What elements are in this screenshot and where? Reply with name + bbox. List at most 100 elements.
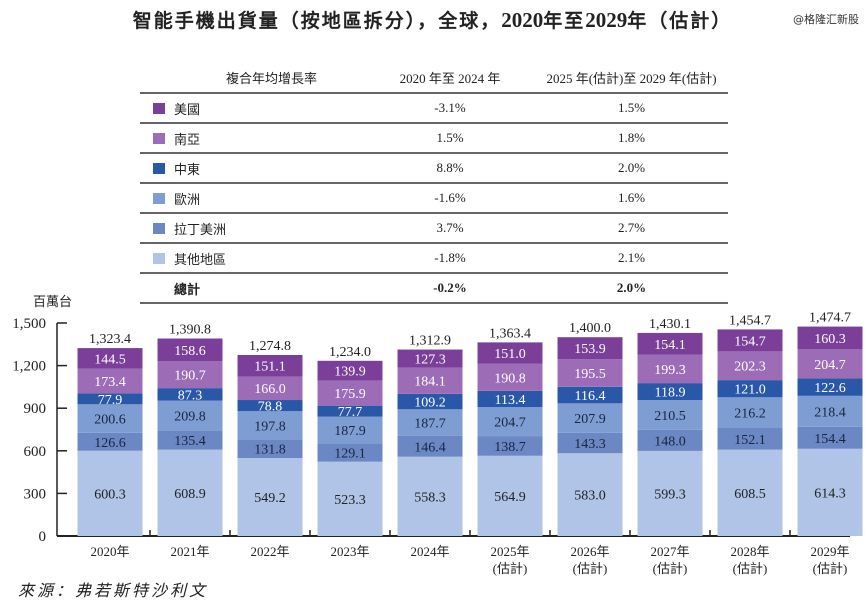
data-label: 204.7 — [494, 416, 526, 431]
data-label: 143.3 — [574, 437, 606, 452]
bar-segment — [77, 450, 143, 536]
data-label: 122.6 — [814, 381, 846, 396]
bar-segment — [237, 439, 303, 459]
x-tick-label: 2020年 — [90, 544, 129, 559]
region-label: 南亞 — [174, 132, 201, 148]
data-label: 153.9 — [574, 342, 606, 357]
data-label: 77.9 — [98, 393, 123, 408]
bar-segment — [157, 388, 223, 401]
x-tick-label: 2025年 — [490, 544, 529, 559]
bar-segment — [317, 380, 383, 406]
cagr-table: 複合年均增長率 2020 年至 2024 年 2025 年(估計)至 2029 … — [140, 62, 728, 304]
cagr-header-row: 複合年均增長率 2020 年至 2024 年 2025 年(估計)至 2029 … — [140, 62, 728, 92]
cagr-2025-2029: 2.0% — [617, 160, 646, 175]
x-tick-sublabel: (估計) — [733, 561, 768, 576]
data-label: 151.1 — [254, 360, 286, 375]
cagr-total-col2: 2.0% — [616, 280, 647, 295]
region-label: 歐洲 — [174, 192, 201, 208]
total-label: 1,363.4 — [489, 326, 531, 341]
bar-segment — [557, 453, 623, 536]
title-start-year: 2020 — [501, 8, 544, 32]
bar-segment — [317, 360, 383, 381]
bar-segment — [797, 426, 863, 449]
data-label: 146.4 — [414, 440, 446, 455]
data-label: 151.0 — [494, 347, 526, 362]
data-label: 173.4 — [94, 375, 126, 390]
data-label: 154.4 — [814, 432, 846, 447]
bar-segment — [797, 349, 863, 379]
cagr-row: 南亞 1.5% 1.8% — [140, 122, 728, 152]
data-label: 216.2 — [734, 407, 766, 422]
bar-segment — [77, 393, 143, 405]
source-note: 來源：弗若斯特沙利文 — [18, 581, 209, 600]
total-label: 1,390.8 — [169, 323, 211, 338]
data-label: 87.3 — [178, 388, 203, 403]
total-label: 1,323.4 — [89, 332, 131, 347]
bar-segment — [237, 354, 303, 377]
cagr-header-label: 複合年均增長率 — [226, 71, 318, 87]
x-tick-label: 2027年 — [650, 544, 689, 559]
bar-segment — [157, 400, 223, 431]
bar-segment — [797, 378, 863, 396]
cagr-row: 其他地區 -1.8% 2.1% — [140, 242, 728, 272]
cagr-2020-2024: -1.6% — [434, 190, 466, 205]
bar-segment — [557, 337, 623, 360]
x-tick-label: 2023年 — [330, 544, 369, 559]
data-label: 190.8 — [494, 371, 526, 386]
bar-segment — [317, 405, 383, 417]
data-label: 218.4 — [814, 405, 846, 420]
cagr-2025-2029: 1.6% — [617, 190, 646, 205]
bar-segment — [317, 461, 383, 536]
watermark: @格隆汇新股 — [793, 13, 859, 26]
bar-segment — [637, 383, 703, 400]
data-label: 129.1 — [334, 447, 366, 462]
title-suffix: 年（估計） — [627, 10, 733, 32]
data-label: 109.2 — [414, 396, 446, 411]
data-label: 77.7 — [338, 405, 363, 420]
cagr-row: 美國 -3.1% 1.5% — [140, 92, 728, 122]
bar-segment — [397, 456, 463, 536]
cagr-2020-2024: 8.8% — [436, 160, 464, 175]
data-label: 195.5 — [574, 367, 606, 382]
cagr-header-col2: 2025 年(估計)至 2029 年(估計) — [546, 70, 717, 86]
bar-segment — [77, 432, 143, 451]
data-label: 187.7 — [414, 417, 446, 432]
data-label: 148.0 — [654, 434, 686, 449]
legend-swatch — [153, 222, 165, 234]
y-tick-label: 1,200 — [12, 359, 46, 375]
data-label: 138.7 — [494, 440, 526, 455]
region-label: 中東 — [174, 162, 201, 178]
bar-segment — [397, 349, 463, 368]
x-tick-label: 2021年 — [170, 544, 209, 559]
data-label: 204.7 — [814, 358, 846, 373]
x-tick-sublabel: (估計) — [573, 561, 608, 576]
data-label: 118.9 — [655, 386, 686, 401]
data-label: 121.0 — [734, 383, 766, 398]
data-label: 558.3 — [414, 490, 446, 505]
cagr-row: 歐洲 -1.6% 1.6% — [140, 182, 728, 212]
data-label: 166.0 — [254, 382, 286, 397]
data-label: 135.4 — [174, 434, 206, 449]
total-label: 1,474.7 — [809, 311, 851, 326]
bar-segment — [237, 411, 303, 440]
total-label: 1,430.1 — [649, 317, 691, 332]
x-tick-sublabel: (估計) — [653, 561, 688, 576]
chart-title: 智能手機出貨量（按地區拆分），全球，2020年至2029年（估計） — [0, 6, 865, 33]
bar-segment — [237, 400, 303, 412]
total-label: 1,400.0 — [569, 321, 611, 336]
data-label: 158.6 — [174, 344, 206, 359]
title-end-year: 2029 — [585, 8, 628, 32]
bar-segment — [477, 390, 543, 408]
bar-segment — [477, 342, 543, 364]
y-tick-label: 900 — [24, 401, 47, 417]
data-label: 197.8 — [254, 419, 286, 434]
cagr-row: 中東 8.8% 2.0% — [140, 152, 728, 182]
bar-segment — [557, 403, 623, 433]
bar-segment — [477, 363, 543, 391]
bar-segment — [717, 427, 783, 450]
data-label: 187.9 — [334, 424, 366, 439]
bar-segment — [637, 332, 703, 355]
total-label: 1,312.9 — [409, 334, 451, 349]
data-label: 154.1 — [654, 338, 686, 353]
bar-segment — [397, 435, 463, 457]
